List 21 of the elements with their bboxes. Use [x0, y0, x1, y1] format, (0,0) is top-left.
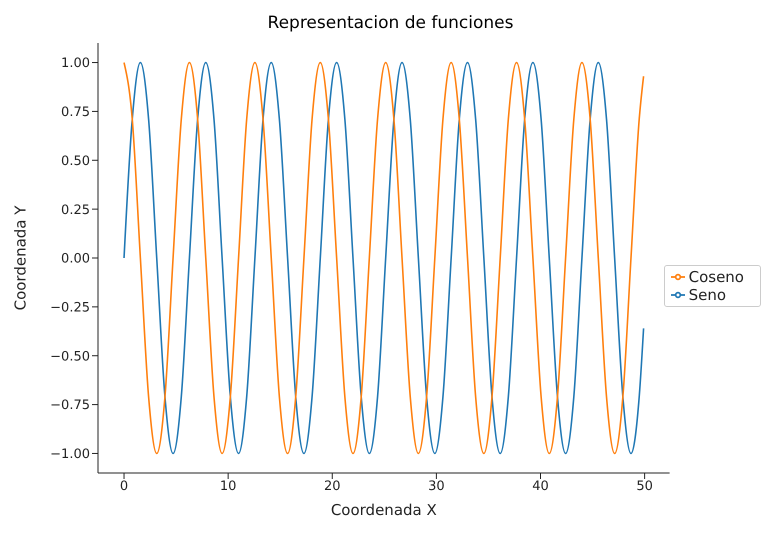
chart-title: Representacion de funciones	[266, 12, 514, 35]
y-tick-label: −0.75	[50, 398, 90, 414]
x-tick-label: 0	[120, 479, 128, 494]
x-tick-label: 50	[636, 479, 653, 494]
y-axis-title: Coordenada Y	[11, 204, 30, 310]
x-tick-label: 20	[324, 479, 341, 494]
line-series	[123, 62, 644, 454]
y-tick-label: −1.00	[50, 447, 90, 462]
y-tick-label: 0.50	[61, 154, 90, 169]
x-tick-label: 40	[532, 479, 549, 494]
y-tick-label: −0.50	[50, 349, 90, 364]
legend-label: Coseno	[688, 268, 744, 286]
legend-label: Seno	[688, 286, 726, 304]
x-tick-label: 30	[428, 479, 445, 494]
y-tick-label: 0.25	[61, 202, 90, 218]
x-axis-title: Coordenada X	[330, 501, 437, 519]
y-tick-label: 0.00	[61, 252, 90, 267]
y-tick-label: 0.75	[61, 105, 90, 120]
y-tick-label: −0.25	[50, 300, 90, 316]
y-tick-label: 1.00	[61, 56, 90, 72]
x-tick-label: 10	[220, 479, 236, 494]
